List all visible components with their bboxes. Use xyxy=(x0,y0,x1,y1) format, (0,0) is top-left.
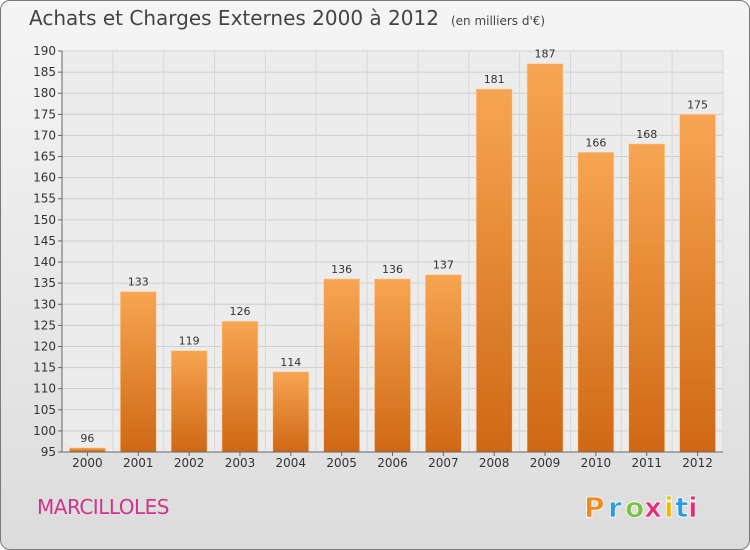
x-tick-label: 2000 xyxy=(72,456,103,470)
chart-title: Achats et Charges Externes 2000 à 2012 (e… xyxy=(29,6,545,30)
y-tick-label: 150 xyxy=(33,213,56,227)
y-tick-label: 185 xyxy=(33,65,56,79)
chart-subtitle: (en milliers d'€) xyxy=(450,14,546,28)
bar xyxy=(425,274,462,453)
y-tick-label: 170 xyxy=(33,128,56,142)
x-tick-label: 2006 xyxy=(377,456,408,470)
y-tick-label: 180 xyxy=(33,86,56,100)
bar-value-label: 137 xyxy=(433,259,454,272)
bar-value-label: 136 xyxy=(331,263,352,276)
x-tick-label: 2003 xyxy=(225,456,256,470)
logo-letter: x xyxy=(644,491,662,524)
y-tick-label: 95 xyxy=(41,445,56,459)
logo-letter: t xyxy=(675,491,688,524)
x-tick-label: 2005 xyxy=(326,456,357,470)
bar xyxy=(170,350,208,453)
bar-value-label: 133 xyxy=(128,276,149,289)
y-tick-label: 175 xyxy=(33,107,56,121)
x-tick-label: 2007 xyxy=(428,456,459,470)
bar xyxy=(119,291,157,453)
logo-letter: P xyxy=(584,491,605,524)
x-tick-label: 2010 xyxy=(581,456,612,470)
commune-name: MARCILLOLES xyxy=(37,495,170,519)
bar-value-label: 175 xyxy=(687,98,708,111)
bar xyxy=(577,152,615,453)
y-tick-label: 160 xyxy=(33,171,56,185)
bar-value-label: 166 xyxy=(585,136,606,149)
x-axis: 2000 2001 2002 2003 2004 2005 2006 2007 2008 2009… xyxy=(62,451,723,470)
bar xyxy=(221,320,259,453)
bar-value-label: 136 xyxy=(382,263,403,276)
x-tick-label: 2011 xyxy=(631,456,662,470)
bar xyxy=(526,63,564,453)
bar xyxy=(374,278,411,453)
bar-value-label: 96 xyxy=(80,432,94,445)
x-tick-label: 2002 xyxy=(174,456,205,470)
y-tick-label: 125 xyxy=(33,318,56,332)
bar-value-label: 119 xyxy=(179,335,200,348)
y-axis: 95 100 105 110 115 120 125 130 135 140 145 150 155 16… xyxy=(33,44,63,459)
bar xyxy=(323,278,360,453)
logo-letter: o xyxy=(625,491,644,524)
y-tick-label: 115 xyxy=(33,361,56,375)
x-tick-label: 2004 xyxy=(276,456,307,470)
y-tick-label: 135 xyxy=(33,276,56,290)
y-tick-label: 100 xyxy=(33,424,56,438)
bar-value-label: 181 xyxy=(484,73,505,86)
y-tick-label: 190 xyxy=(33,44,56,58)
x-tick-label: 2012 xyxy=(682,456,713,470)
x-tick-label: 2009 xyxy=(530,456,561,470)
bar-value-label: 168 xyxy=(636,128,657,141)
bar-value-label: 126 xyxy=(229,305,250,318)
y-tick-label: 165 xyxy=(33,150,56,164)
logo-letter: i xyxy=(688,491,698,524)
y-tick-label: 130 xyxy=(33,297,56,311)
bar-value-label: 114 xyxy=(280,356,301,369)
y-tick-label: 140 xyxy=(33,255,56,269)
chart-title-text: Achats et Charges Externes 2000 à 2012 xyxy=(29,6,439,30)
bar xyxy=(679,114,716,453)
x-tick-label: 2008 xyxy=(479,456,510,470)
logo-letter: r xyxy=(608,491,622,524)
bar xyxy=(628,143,666,453)
bar xyxy=(475,88,513,453)
x-tick-label: 2001 xyxy=(123,456,154,470)
y-tick-label: 145 xyxy=(33,234,56,248)
y-tick-label: 155 xyxy=(33,192,56,206)
y-tick-label: 110 xyxy=(33,382,56,396)
bar xyxy=(272,371,310,453)
y-tick-label: 105 xyxy=(33,403,56,417)
bar xyxy=(69,447,106,453)
logo-letter: i xyxy=(664,491,674,524)
bar-value-label: 187 xyxy=(535,48,556,61)
y-tick-label: 120 xyxy=(33,339,56,353)
bars: 96 133 119 126 114 136 136 137 181 187 166 168 175 xyxy=(69,48,716,453)
